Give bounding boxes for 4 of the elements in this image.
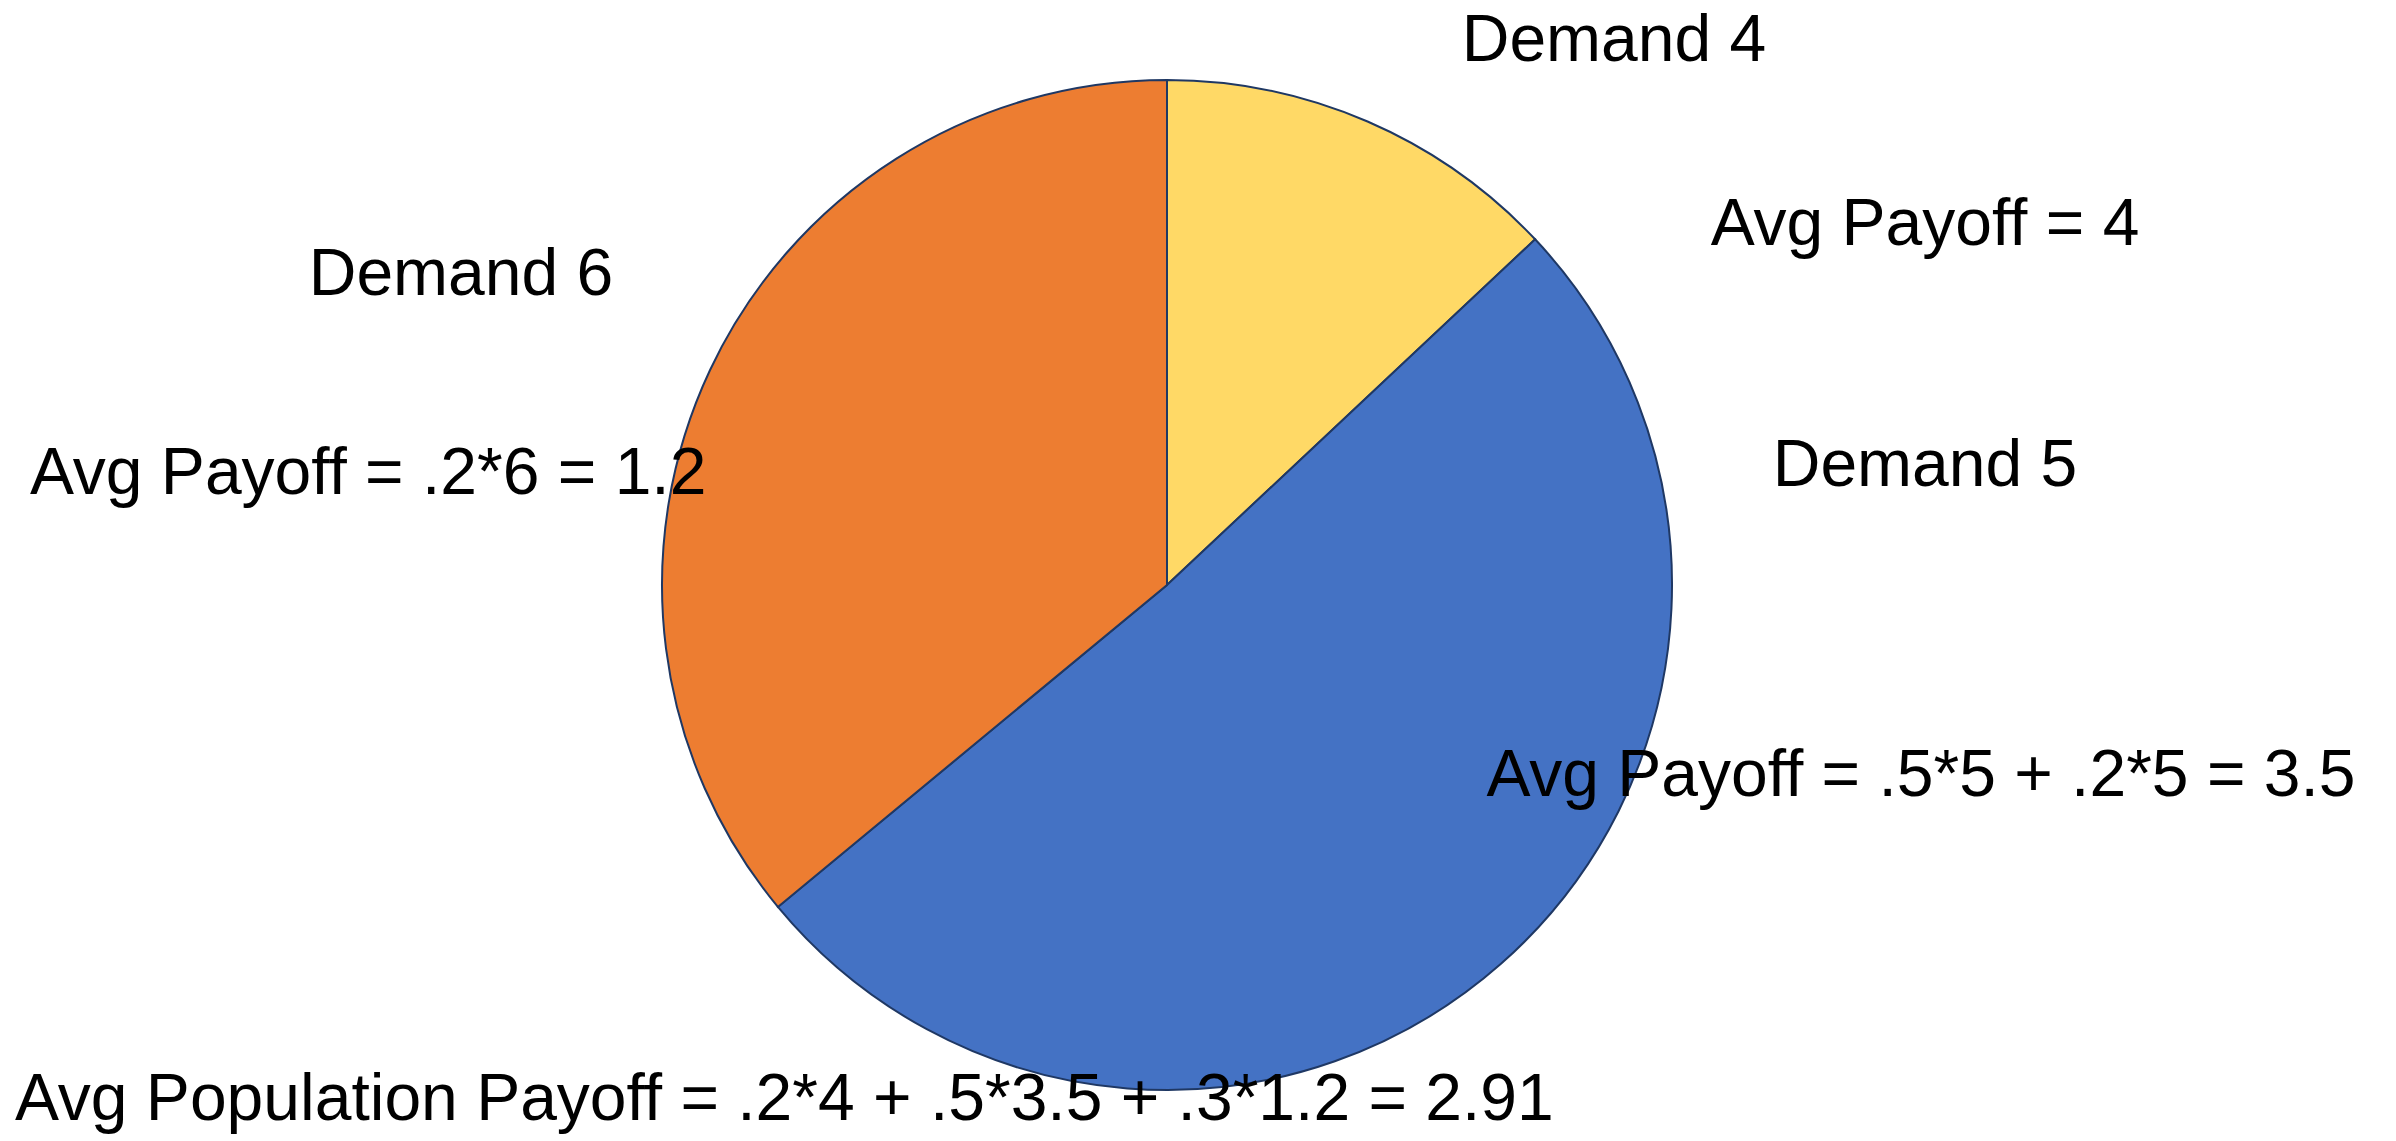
slice-label: Demand 4 [1461, 1, 1767, 75]
slice-label: Demand 5 [1772, 426, 2078, 500]
slice-label: Demand 6 [308, 235, 614, 309]
text: Avg Payoff = 4 [1710, 185, 2140, 259]
